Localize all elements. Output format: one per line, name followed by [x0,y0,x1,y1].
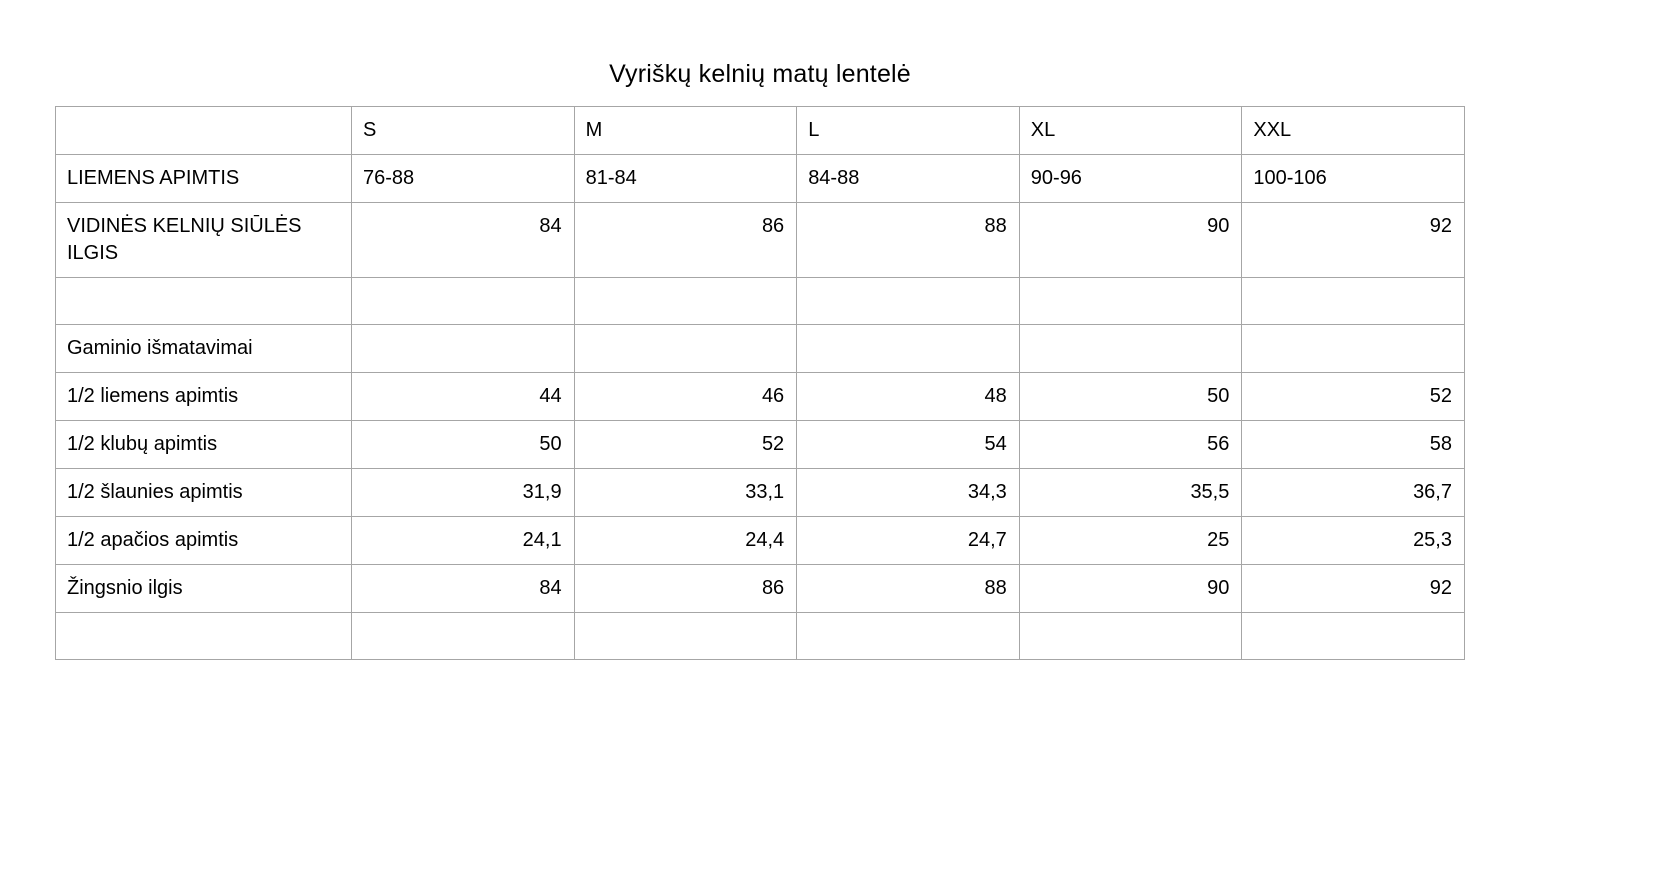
row-label [55,277,352,325]
header-row: S M L XL XXL [55,106,1465,155]
value-cell [1018,324,1243,373]
row-label [55,612,352,660]
page-title: Vyriškų kelnių matų lentelė [609,60,911,88]
row-label: VIDINĖS KELNIŲ SIŪLĖS ILGIS [55,202,352,278]
row-label: Gaminio išmatavimai [55,324,352,373]
table-row [55,277,1465,325]
value-cell: 52 [1241,372,1465,421]
value-cell: 88 [796,202,1020,278]
value-cell: 88 [796,564,1020,613]
table-row: VIDINĖS KELNIŲ SIŪLĖS ILGIS 84 86 88 90 92 [55,202,1465,278]
value-cell: 100-106 [1241,154,1465,203]
size-chart-table-body: S M L XL XXL LIEMENS APIMTIS 76-88 81-84 84-88 90… [55,106,1465,660]
table-row: 1/2 apačios apimtis 24,1 24,4 24,7 25 25,3 [55,516,1465,565]
table-row [55,612,1465,660]
value-cell: 24,7 [796,516,1020,565]
value-cell: 84-88 [796,154,1020,203]
table-row: LIEMENS APIMTIS 76-88 81-84 84-88 90-96 100-1… [55,154,1465,203]
value-cell: 35,5 [1018,468,1243,517]
value-cell [573,324,798,373]
value-cell: 34,3 [796,468,1020,517]
value-cell: 25,3 [1241,516,1465,565]
value-cell: 44 [351,372,575,421]
document: Vyriškų kelnių matų lentelė S M L XL XXL LIEM… [55,0,1465,660]
value-cell: 81-84 [573,154,798,203]
value-cell: 84 [351,202,575,278]
value-cell: 90 [1018,564,1243,613]
value-cell: 50 [351,420,575,469]
value-cell: 52 [573,420,798,469]
value-cell: 90-96 [1018,154,1243,203]
row-label: 1/2 apačios apimtis [55,516,352,565]
header-cell-empty [55,106,352,155]
value-cell: 31,9 [351,468,575,517]
value-cell [796,324,1020,373]
value-cell [1241,324,1465,373]
header-cell-size: XL [1018,106,1243,155]
value-cell: 46 [573,372,798,421]
size-chart-table: S M L XL XXL LIEMENS APIMTIS 76-88 81-84 84-88 90… [55,106,1465,660]
value-cell: 90 [1018,202,1243,278]
value-cell [796,612,1020,660]
value-cell: 56 [1018,420,1243,469]
value-cell [573,612,798,660]
table-row: 1/2 liemens apimtis 44 46 48 50 52 [55,372,1465,421]
value-cell: 92 [1241,564,1465,613]
value-cell: 48 [796,372,1020,421]
value-cell: 84 [351,564,575,613]
header-cell-size: S [351,106,575,155]
header-cell-size: XXL [1241,106,1465,155]
value-cell: 33,1 [573,468,798,517]
table-row: 1/2 šlaunies apimtis 31,9 33,1 34,3 35,5 36,7 [55,468,1465,517]
value-cell: 54 [796,420,1020,469]
value-cell [1018,612,1243,660]
value-cell [351,324,575,373]
value-cell: 24,4 [573,516,798,565]
row-label: Žingsnio ilgis [55,564,352,613]
row-label: 1/2 klubų apimtis [55,420,352,469]
value-cell [796,277,1020,325]
row-label: LIEMENS APIMTIS [55,154,352,203]
value-cell [1241,612,1465,660]
table-row: 1/2 klubų apimtis 50 52 54 56 58 [55,420,1465,469]
header-cell-size: L [796,106,1020,155]
value-cell [573,277,798,325]
value-cell: 58 [1241,420,1465,469]
value-cell: 50 [1018,372,1243,421]
value-cell: 24,1 [351,516,575,565]
value-cell: 36,7 [1241,468,1465,517]
row-label: 1/2 liemens apimtis [55,372,352,421]
row-label: 1/2 šlaunies apimtis [55,468,352,517]
value-cell: 92 [1241,202,1465,278]
header-cell-size: M [573,106,798,155]
value-cell [1241,277,1465,325]
value-cell [1018,277,1243,325]
value-cell: 86 [573,564,798,613]
table-row: Žingsnio ilgis 84 86 88 90 92 [55,564,1465,613]
value-cell: 86 [573,202,798,278]
value-cell: 25 [1018,516,1243,565]
table-row: Gaminio išmatavimai [55,324,1465,373]
value-cell: 76-88 [351,154,575,203]
value-cell [351,612,575,660]
value-cell [351,277,575,325]
